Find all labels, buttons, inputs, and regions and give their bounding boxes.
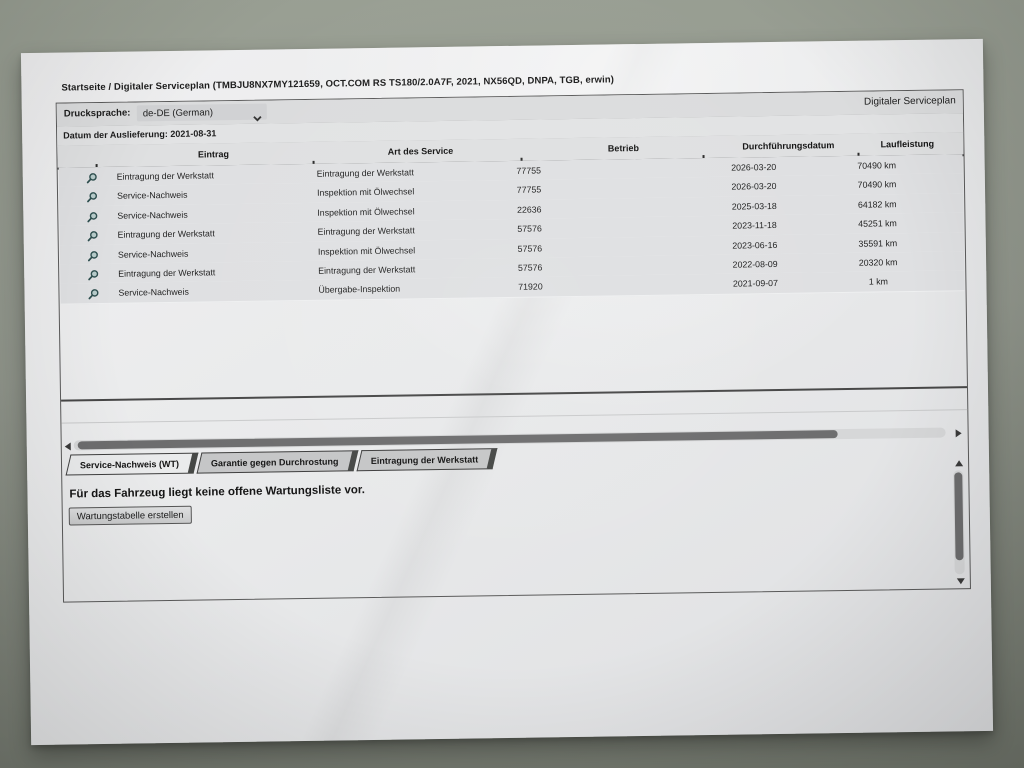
tab-label: Eintragung der Werkstatt [370,453,478,466]
chevron-down-icon [253,109,262,127]
horizontal-scrollbar-track[interactable] [73,427,946,451]
table-row[interactable]: Eintragung der Werkstatt Eintragung der … [58,154,963,189]
cell-service: Übergabe-Inspektion [318,283,401,296]
cell-datum: 2025-03-18 [731,200,777,212]
arrow-right-icon[interactable] [955,429,962,438]
vertical-scrollbar-thumb[interactable] [954,472,964,561]
magnifier-icon[interactable] [87,229,99,242]
cell-datum: 2023-11-18 [732,220,777,231]
cell-eintrag: Eintragung der Werkstatt [118,267,216,279]
arrow-down-icon[interactable] [956,578,965,585]
cell-service: Eintragung der Werkstatt [316,167,414,179]
table-row[interactable]: Service-Nachweis Übergabe-Inspektion 719… [60,270,965,305]
vertical-scrollbar[interactable] [952,460,967,585]
magnifier-icon[interactable] [86,190,98,203]
printed-page: Startseite / Digitaler Serviceplan (TMBJ… [20,38,994,746]
cell-laufleistung: 70490 km [857,160,897,171]
cell-service: Inspektion mit Ölwechsel [317,244,416,257]
tab-eintragung-der-werkstatt[interactable]: Eintragung der Werkstatt [356,448,498,472]
language-bar: Drucksprache: de-DE (German) Digitaler S… [56,90,963,128]
cell-eintrag: Service-Nachweis [116,190,188,202]
cell-eintrag: Eintragung der Werkstatt [116,170,214,182]
cell-laufleistung: 70490 km [857,179,897,191]
table-row[interactable]: Service-Nachweis Inspektion mit Ölwechse… [59,231,964,266]
magnifier-icon[interactable] [86,171,98,184]
cell-laufleistung: 35591 km [858,237,898,249]
cell-betrieb: 77755 [516,165,542,176]
table-row[interactable]: Service-Nachweis Inspektion mit Ölwechse… [58,173,964,208]
cell-service: Inspektion mit Ölwechsel [316,186,415,199]
magnifier-icon[interactable] [86,210,98,223]
cell-betrieb: 71920 [518,281,543,293]
table-bottom-border [61,386,967,402]
magnifier-icon[interactable] [87,249,99,261]
create-maintenance-table-button[interactable]: Wartungstabelle erstellen [68,505,192,526]
cell-datum: 2026-03-20 [731,161,777,173]
cell-betrieb: 57576 [517,223,542,235]
cell-eintrag: Eintragung der Werkstatt [117,228,215,240]
header-durchfuehrungsdatum: Durchführungsdatum [742,140,835,152]
cell-service: Eintragung der Werkstatt [318,264,416,276]
header-betrieb: Betrieb [607,143,639,154]
table-row[interactable]: Eintragung der Werkstatt Eintragung der … [60,251,965,286]
horizontal-scrollbar-thumb[interactable] [77,430,838,450]
cell-betrieb: 22636 [516,204,542,215]
breadcrumb[interactable]: Startseite / Digitaler Serviceplan (TMBJ… [61,74,615,94]
delivery-date-text: Datum der Auslieferung: 2021-08-31 [63,128,217,141]
cell-laufleistung: 45251 km [858,218,897,229]
vertical-scrollbar-track[interactable] [953,470,965,575]
language-select[interactable]: de-DE (German) [136,103,267,122]
header-laufleistung: Laufleistung [880,138,935,150]
cell-service: Inspektion mit Ölwechsel [317,206,415,218]
tab-garantie-gegen-durchrostung[interactable]: Garantie gegen Durchrostung [196,450,359,474]
divider [61,409,968,424]
table-row[interactable]: Eintragung der Werkstatt Eintragung der … [59,212,964,247]
magnifier-icon[interactable] [87,287,99,300]
tab-label: Service-Nachweis (WT) [79,458,180,470]
arrow-up-icon[interactable] [955,460,964,467]
cell-datum: 2021-09-07 [732,278,778,290]
no-open-maintenance-message: Für das Fahrzeug liegt keine offene Wart… [69,484,365,501]
language-select-value: de-DE (German) [142,107,214,120]
horizontal-scrollbar[interactable] [62,426,968,452]
cell-service: Eintragung der Werkstatt [317,225,415,237]
serviceplan-panel: Drucksprache: de-DE (German) Digitaler S… [55,89,971,603]
cell-eintrag: Service-Nachweis [118,287,189,299]
cell-laufleistung: 64182 km [857,198,897,210]
tab-label: Garantie gegen Durchrostung [210,456,339,468]
header-eintrag: Eintrag [197,149,230,160]
arrow-left-icon[interactable] [64,442,71,451]
cell-datum: 2023-06-16 [732,239,778,251]
cell-datum: 2022-08-09 [732,258,778,270]
cell-betrieb: 77755 [516,184,542,196]
table-row[interactable]: Service-Nachweis Inspektion mit Ölwechse… [59,193,964,227]
cell-betrieb: 57576 [517,262,543,273]
cell-eintrag: Service-Nachweis [117,248,189,260]
language-label: Drucksprache: [63,107,131,120]
cell-betrieb: 57576 [517,243,543,254]
cell-datum: 2026-03-20 [731,181,777,193]
page-title: Digitaler Serviceplan [863,95,956,108]
cell-laufleistung: 20320 km [858,257,898,268]
magnifier-icon[interactable] [87,268,99,281]
tab-strip: Service-Nachweis (WT) Garantie gegen Dur… [65,448,498,476]
tab-service-nachweis-wt[interactable]: Service-Nachweis (WT) [65,452,199,476]
cell-laufleistung: 1 km [868,276,889,288]
header-art-des-service: Art des Service [387,145,454,157]
cell-eintrag: Service-Nachweis [117,209,188,221]
